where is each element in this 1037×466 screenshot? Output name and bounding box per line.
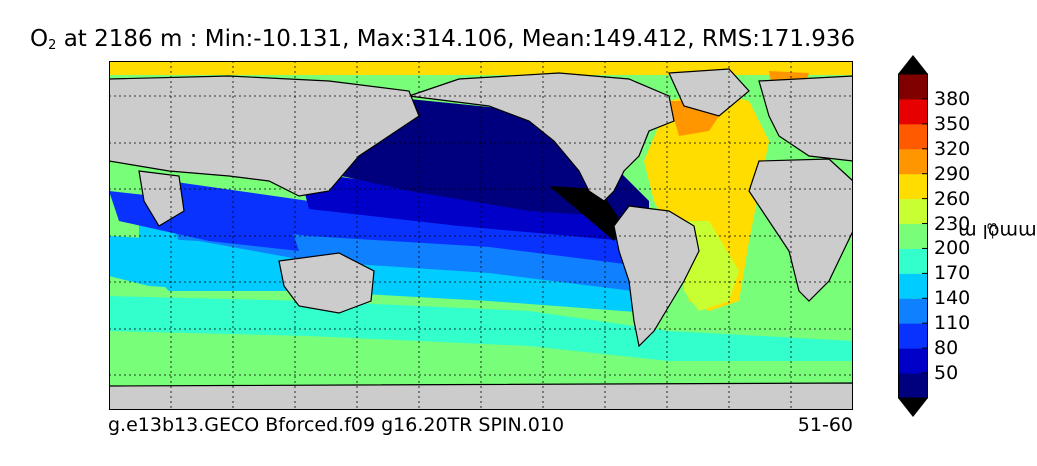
colorbar-segment bbox=[898, 98, 928, 125]
colorbar-tick-label: 200 bbox=[934, 237, 971, 260]
colorbar-tick-label: 140 bbox=[934, 287, 971, 310]
land-africa bbox=[748, 158, 853, 302]
land-south-america bbox=[613, 205, 700, 348]
land-north-america bbox=[408, 72, 675, 202]
land-europe bbox=[758, 75, 853, 162]
colorbar-segment bbox=[898, 74, 928, 100]
colorbar-segment bbox=[898, 173, 928, 200]
colorbar-segment bbox=[898, 223, 928, 249]
colorbar-segment bbox=[898, 123, 928, 150]
colorbar-segment bbox=[898, 198, 928, 225]
map-frame bbox=[109, 61, 853, 410]
colorbar-segment bbox=[898, 148, 928, 175]
atlantic-band-260 bbox=[644, 91, 769, 311]
colorbar-tick-label: 110 bbox=[934, 312, 971, 335]
colorbar-tick-label: 320 bbox=[934, 137, 971, 160]
colorbar-tick-label: 170 bbox=[934, 262, 971, 285]
title-subscript: 2 bbox=[48, 38, 57, 53]
colorbar-unit: mmol m bbox=[957, 220, 1037, 243]
ocean-map bbox=[109, 61, 853, 410]
colorbar-segment bbox=[898, 348, 928, 374]
colorbar-segment bbox=[898, 373, 928, 399]
colorbar-tick-label: 260 bbox=[934, 187, 971, 210]
colorbar bbox=[898, 55, 928, 417]
land-eurasia bbox=[109, 75, 420, 197]
title-stats: at 2186 m : Min:-10.131, Max:314.106, Me… bbox=[56, 26, 856, 52]
chart-title: O2 at 2186 m : Min:-10.131, Max:314.106,… bbox=[30, 26, 855, 53]
colorbar-frame bbox=[898, 73, 928, 399]
colorbar-extend-low bbox=[898, 398, 928, 417]
colorbar-segment bbox=[898, 298, 928, 324]
pacific-band-80 bbox=[169, 181, 649, 267]
colorbar-label-box: mmol m −3 bbox=[958, 171, 1036, 291]
indian-band-140 bbox=[109, 236, 329, 291]
land-india bbox=[138, 170, 185, 227]
land-greenland bbox=[668, 68, 750, 117]
land-australia bbox=[278, 252, 375, 314]
colorbar-tick-label: 50 bbox=[934, 362, 959, 385]
colorbar-segment bbox=[898, 323, 928, 349]
colorbar-tick-label: 230 bbox=[934, 212, 971, 235]
colorbar-extend-high bbox=[898, 55, 928, 74]
colorbar-segment bbox=[898, 273, 928, 299]
colorbar-label: mmol m −3 bbox=[958, 220, 1036, 242]
title-variable: O bbox=[30, 26, 49, 52]
colorbar-segment bbox=[898, 248, 928, 274]
colorbar-tick-label: 80 bbox=[934, 337, 959, 360]
years-label: 51-60 bbox=[797, 414, 853, 436]
colorbar-tick-label: 380 bbox=[934, 87, 971, 110]
case-name: g.e13b13.GECO Bforced.f09 g16.20TR SPIN.… bbox=[108, 414, 565, 436]
pacific-band-50 bbox=[299, 171, 649, 243]
colorbar-tick-label: 350 bbox=[934, 112, 971, 135]
colorbar-tick-label: 290 bbox=[934, 162, 971, 185]
